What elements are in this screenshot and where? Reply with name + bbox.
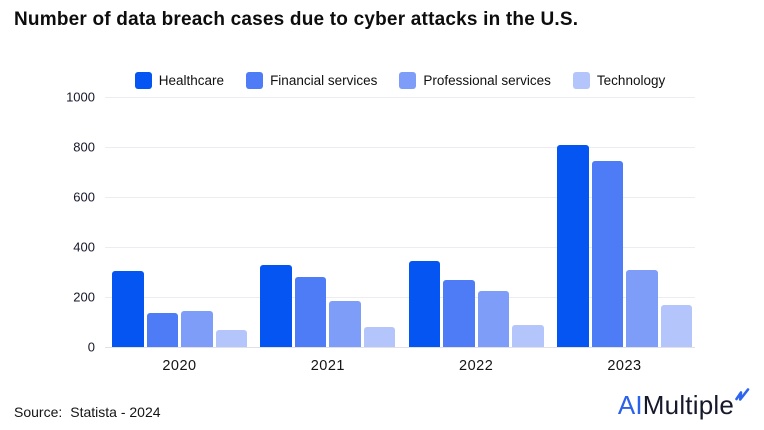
source-value: Statista - 2024 [70, 404, 161, 420]
bar-professional-services-2021 [329, 301, 361, 347]
bar-technology-2020 [215, 330, 247, 347]
aimultiple-logo: AIMultiple [618, 388, 750, 420]
logo-text-ai: AI [617, 390, 643, 420]
legend-swatch-healthcare [134, 71, 152, 89]
y-axis-tick-0: 0 [87, 339, 95, 355]
legend-item-professional-services: Professional services [399, 71, 551, 89]
gridline-y600 [105, 197, 695, 198]
bar-group-2023: 2023 [557, 97, 692, 374]
bar-financial-services-2022 [443, 280, 475, 347]
logo-text-multiple: Multiple [642, 390, 734, 420]
bar-healthcare-2023 [557, 144, 589, 347]
legend-item-financial-services: Financial services [246, 71, 378, 89]
gridline-y400 [105, 247, 695, 248]
legend-swatch-professional-services [399, 71, 417, 89]
legend-label: Professional services [423, 72, 551, 88]
bar-financial-services-2021 [294, 277, 327, 347]
gridline-y200 [105, 297, 695, 298]
bar-technology-2021 [363, 327, 396, 347]
bar-professional-services-2023 [626, 270, 658, 347]
bar-healthcare-2022 [408, 261, 441, 347]
source-label: Source: [14, 404, 63, 420]
bar-group-2021: 2021 [260, 97, 396, 374]
bar-technology-2022 [512, 325, 544, 347]
legend-swatch-financial-services [246, 71, 264, 89]
y-axis-tick-200: 200 [73, 289, 95, 305]
legend-item-healthcare: Healthcare [134, 71, 225, 89]
gridline-y0 [105, 347, 695, 348]
gridline-y800 [105, 147, 695, 148]
y-axis-tick-600: 600 [73, 189, 95, 205]
bar-financial-services-2023 [591, 161, 623, 347]
x-axis-label-2022: 2022 [459, 358, 494, 374]
plot-area: 0 200 400 600 800 1000 2020 2021 2022 2023 [66, 90, 695, 374]
gridline-y1000 [105, 97, 695, 98]
bars-2021 [260, 97, 396, 347]
legend-label: Technology [596, 72, 666, 88]
y-axis-tick-400: 400 [73, 239, 95, 255]
chart-title: Number of data breach cases due to cyber… [14, 9, 579, 30]
legend-swatch-technology [572, 71, 590, 89]
spark-check-icon [735, 388, 750, 401]
bars-2022 [408, 97, 544, 347]
logo-text: AIMultiple [618, 390, 734, 420]
bar-technology-2023 [660, 305, 692, 347]
y-axis-tick-1000: 1000 [66, 89, 95, 105]
x-axis-label-2021: 2021 [310, 358, 345, 374]
legend-label: Healthcare [158, 72, 225, 88]
legend-label: Financial services [270, 72, 378, 88]
x-axis-label-2023: 2023 [607, 358, 642, 374]
chart-legend: Healthcare Financial services Professional… [105, 70, 695, 90]
y-axis-tick-800: 800 [73, 139, 95, 155]
bar-professional-services-2020 [181, 311, 213, 347]
bar-financial-services-2020 [146, 312, 178, 347]
source-note: Source: Statista - 2024 [14, 404, 161, 420]
bars-2020 [112, 97, 247, 347]
bar-professional-services-2022 [477, 291, 510, 347]
x-axis-label-2020: 2020 [162, 358, 197, 374]
legend-item-technology: Technology [572, 71, 666, 89]
bar-group-2020: 2020 [112, 97, 247, 374]
bar-healthcare-2021 [260, 264, 292, 347]
bars-2023 [557, 97, 692, 347]
bar-group-2022: 2022 [408, 97, 544, 374]
bar-healthcare-2020 [112, 270, 144, 347]
